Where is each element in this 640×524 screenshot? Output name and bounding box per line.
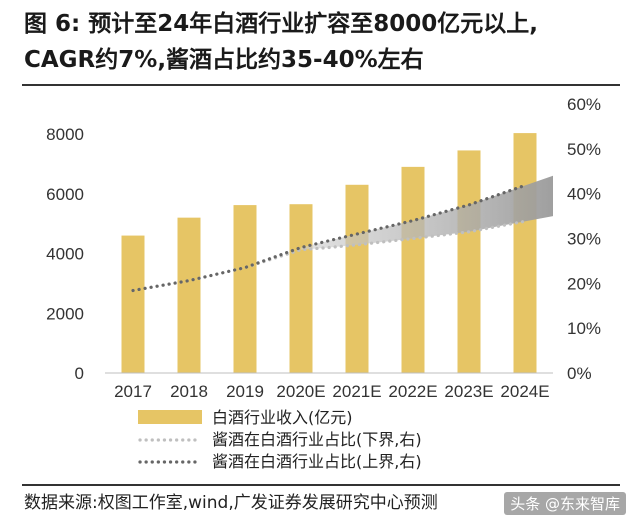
y-right-tick-label: 10% <box>567 319 601 338</box>
y-left-tick-label: 4000 <box>46 245 84 264</box>
band-group <box>301 175 553 250</box>
legend-label-lower: 酱酒在白酒行业占比(下界,右) <box>212 430 422 449</box>
y-right-tick-label: 60% <box>567 95 601 114</box>
axes-group: 0 2000 4000 6000 8000 0% 10% 20% 30% 40% 50% 60% 201… <box>46 95 601 401</box>
y-right-tick-label: 30% <box>567 230 601 249</box>
footer-divider <box>22 484 620 486</box>
y-left-tick-label: 6000 <box>46 185 84 204</box>
x-tick-label: 2021E <box>332 382 381 401</box>
y-right-tick-label: 0% <box>567 364 592 383</box>
legend: 白酒行业收入(亿元) 酱酒在白酒行业占比(下界,右) 酱酒在白酒行业占比(上界,右) <box>138 408 422 471</box>
bar-2021E <box>345 184 369 373</box>
x-tick-label: 2023E <box>444 382 493 401</box>
chart-svg: 0 2000 4000 6000 8000 0% 10% 20% 30% 40% 50% 60% 201… <box>46 95 601 471</box>
y-left-tick-label: 2000 <box>46 304 84 323</box>
bar-2020E <box>289 204 313 373</box>
y-right-tick-label: 50% <box>567 140 601 159</box>
x-tick-label: 2018 <box>170 382 208 401</box>
y-right-tick-label: 20% <box>567 274 601 293</box>
bar-2018 <box>177 217 201 373</box>
x-tick-label: 2017 <box>114 382 152 401</box>
legend-label-upper: 酱酒在白酒行业占比(上界,右) <box>212 452 422 471</box>
x-tick-label: 2024E <box>500 382 549 401</box>
bars-group <box>121 133 537 373</box>
share-range-band <box>301 175 553 250</box>
bar-2022E <box>401 166 425 373</box>
bar-2019 <box>233 205 257 373</box>
x-tick-label: 2019 <box>226 382 264 401</box>
bar-2017 <box>121 235 145 373</box>
x-tick-label: 2022E <box>388 382 437 401</box>
bar-2024E <box>513 133 537 373</box>
legend-swatch-revenue <box>138 410 202 424</box>
line-lower-bound <box>131 219 527 293</box>
y-left-tick-label: 0 <box>75 364 84 383</box>
y-left-tick-label: 8000 <box>46 125 84 144</box>
chart-title-line2: CAGR约7%,酱酒占比约35-40%左右 <box>24 47 424 73</box>
watermark: 头条 @东来智库 <box>504 492 626 515</box>
line-upper-bound <box>131 183 527 293</box>
x-tick-label: 2020E <box>276 382 325 401</box>
title-divider <box>22 84 620 86</box>
bar-2023E <box>457 150 481 373</box>
chart-title: 图 6: 预计至24年白酒行业扩容至8000亿元以上, CAGR约7%,酱酒占比… <box>24 6 624 78</box>
lines-group <box>131 183 527 293</box>
y-right-tick-label: 40% <box>567 185 601 204</box>
source-note: 数据来源:权图工作室,wind,广发证券发展研究中心预测 <box>24 493 438 513</box>
legend-label-revenue: 白酒行业收入(亿元) <box>212 408 353 427</box>
chart-title-line1: 图 6: 预计至24年白酒行业扩容至8000亿元以上, <box>24 11 538 37</box>
